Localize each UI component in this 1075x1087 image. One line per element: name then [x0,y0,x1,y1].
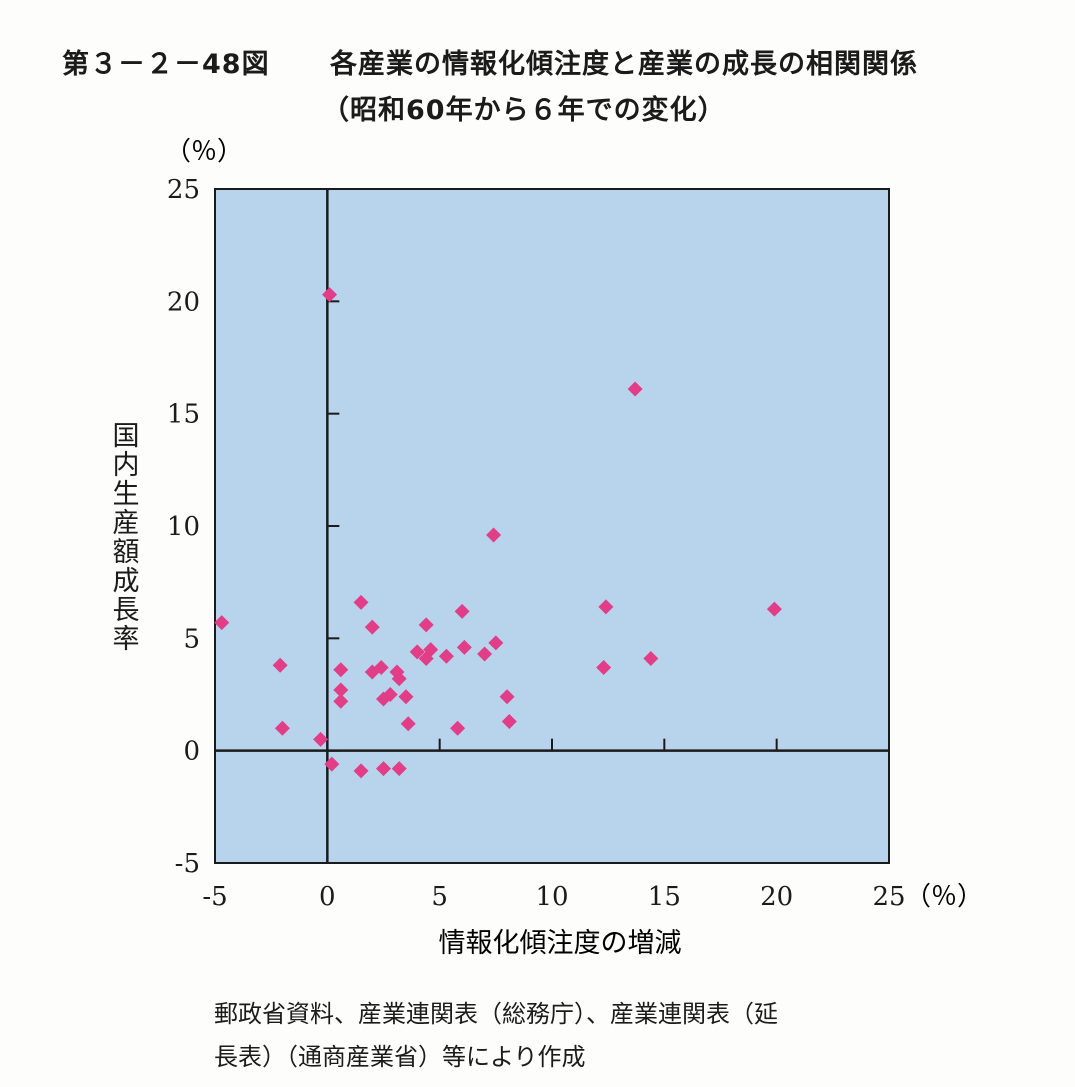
data-point [598,599,614,615]
data-point [333,662,349,678]
data-point [488,635,504,651]
y-axis-label-char: 産 [113,508,140,539]
data-point [477,646,493,662]
chart-subtitle: （昭和60年から６年での変化） [322,95,726,126]
x-axis-unit: （％） [905,882,983,912]
x-tick-label: 15 [648,882,681,912]
plot-area [214,188,890,864]
x-tick-label: 25 [872,882,905,912]
x-tick-label: 5 [431,882,448,912]
y-axis-label-char: 生 [113,479,140,510]
data-point [353,594,369,610]
data-point [398,689,414,705]
source-note-line-2: 長表）（通商産業省）等により作成 [214,1043,586,1071]
data-point [333,693,349,709]
y-tick-label: 5 [183,624,200,654]
y-tick-label: -5 [175,849,200,879]
chart-title: 各産業の情報化傾注度と産業の成長の相関関係 [330,49,918,80]
data-point [643,651,659,667]
data-point [438,648,454,664]
data-point [499,689,515,705]
y-axis-label-char: 長 [113,595,140,626]
data-point [418,617,434,633]
x-axis-label: 情報化傾注度の増減 [439,928,682,959]
data-point [391,671,407,687]
data-point [376,761,391,777]
data-point [364,619,380,635]
y-axis-label-char: 国 [113,421,140,452]
data-point [423,642,439,658]
data-point [353,763,369,779]
y-tick-label: 25 [167,175,200,205]
data-point [274,720,290,736]
figure-number: 第３－２－48図 [62,49,270,80]
data-point [501,713,517,729]
data-point [456,639,472,655]
y-tick-label: 20 [167,287,200,317]
x-tick-label: 0 [319,882,336,912]
data-point [450,720,466,736]
data-point [382,687,398,702]
data-point [486,527,502,543]
data-point [313,731,329,747]
y-axis-label-char: 率 [113,624,140,655]
data-point [454,603,470,619]
data-point [391,761,407,777]
data-point [322,287,338,303]
data-point [373,660,389,676]
data-point [400,716,416,732]
data-point [596,660,612,676]
data-point [766,601,782,617]
x-tick-label: 10 [535,882,568,912]
x-tick-label: -5 [202,882,227,912]
y-axis-label-char: 額 [113,537,140,568]
data-point [214,615,230,631]
x-tick-label: 20 [760,882,793,912]
ticks: -5 0 5 10 15 20 25 25 20 15 10 5 0 -5 [167,175,906,912]
data-point [627,381,643,397]
data-point [409,644,425,660]
y-tick-label: 15 [167,400,200,430]
y-axis-label-char: 成 [113,566,140,597]
data-point [324,756,340,772]
y-tick-label: 0 [183,737,200,767]
data-point [272,657,288,673]
y-tick-label: 10 [167,512,200,542]
data-point [333,682,349,698]
y-axis-label-char: 内 [113,450,140,481]
data-points [214,287,782,779]
scatter-chart: -5 0 5 10 15 20 25 25 20 15 10 5 0 -5 （％） （％） 情報化傾注度の… [113,137,984,959]
source-note-line-1: 郵政省資料、産業連関表（総務庁）、産業連関表（延 [214,1000,778,1028]
y-axis-unit: （％） [165,137,243,167]
